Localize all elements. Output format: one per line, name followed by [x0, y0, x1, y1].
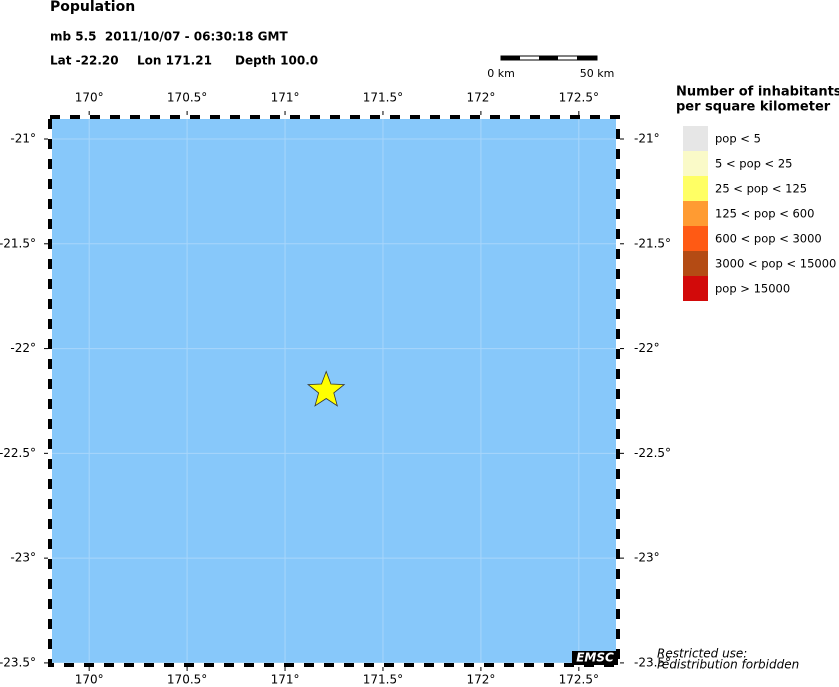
legend-label: 25 < pop < 125: [715, 182, 807, 196]
frame: [48, 115, 620, 667]
legend-label: pop > 15000: [715, 282, 790, 296]
notice: Restricted use:: [657, 647, 747, 661]
legend-label: 3000 < pop < 15000: [715, 257, 836, 271]
legend-swatch: [683, 226, 708, 251]
legend-swatch: [683, 201, 708, 226]
x-tick-label: 170°: [75, 91, 104, 105]
x-tick-label: 172.5°: [559, 673, 599, 687]
legend-swatch: [683, 251, 708, 276]
x-tick-label: 171°: [271, 673, 300, 687]
legend-label: 600 < pop < 3000: [715, 232, 822, 246]
x-tick-label: 172.5°: [559, 91, 599, 105]
y-tick-label: -21°: [10, 132, 36, 146]
x-tick-label: 172°: [466, 91, 495, 105]
y-tick-label: -22.5°: [634, 446, 671, 460]
legend-title: Number of inhabitants: [676, 85, 839, 100]
scale-label: 50 km: [580, 67, 615, 80]
y-tick-label: -21.5°: [634, 236, 671, 250]
x-tick-label: 172°: [466, 673, 495, 687]
x-tick-label: 171.5°: [363, 673, 403, 687]
y-tick-label: -23.5°: [0, 655, 36, 669]
emsc-badge: [572, 651, 618, 665]
title: Population: [50, 0, 135, 15]
lon: Lon 171.21: [137, 54, 212, 68]
y-tick-label: -22°: [10, 341, 36, 355]
y-tick-label: -22°: [634, 341, 660, 355]
depth: Depth 100.0: [235, 54, 318, 68]
epicenter: [307, 370, 346, 407]
legend-swatch: [683, 151, 708, 176]
lat: Lat -22.20: [50, 54, 119, 68]
y-tick-label: -23°: [634, 551, 660, 565]
y-tick-label: -23°: [10, 551, 36, 565]
y-tick-label: -21.5°: [0, 236, 36, 250]
y-tick-label: -21°: [634, 132, 660, 146]
emsc-text: EMSC: [576, 651, 614, 665]
legend-title: per square kilometer: [676, 100, 831, 115]
x-tick-label: 170.5°: [167, 673, 207, 687]
legend-swatch: [683, 126, 708, 151]
x-tick-label: 171.5°: [363, 91, 403, 105]
legend-swatch: [683, 176, 708, 201]
x-tick-label: 171°: [271, 91, 300, 105]
x-tick-label: 170.5°: [167, 91, 207, 105]
y-tick-label: -23.5°: [634, 655, 671, 669]
legend-label: 5 < pop < 25: [715, 157, 792, 171]
scale-bar: [500, 55, 598, 61]
notice: redistribution forbidden: [657, 658, 799, 672]
legend-label: 125 < pop < 600: [715, 207, 814, 221]
event-info: mb 5.5 2011/10/07 - 06:30:18 GMT: [50, 30, 288, 44]
y-tick-label: -22.5°: [0, 446, 36, 460]
legend-label: pop < 5: [715, 132, 761, 146]
legend-swatch: [683, 276, 708, 301]
x-tick-label: 170°: [75, 673, 104, 687]
scale-label: 0 km: [487, 67, 515, 80]
